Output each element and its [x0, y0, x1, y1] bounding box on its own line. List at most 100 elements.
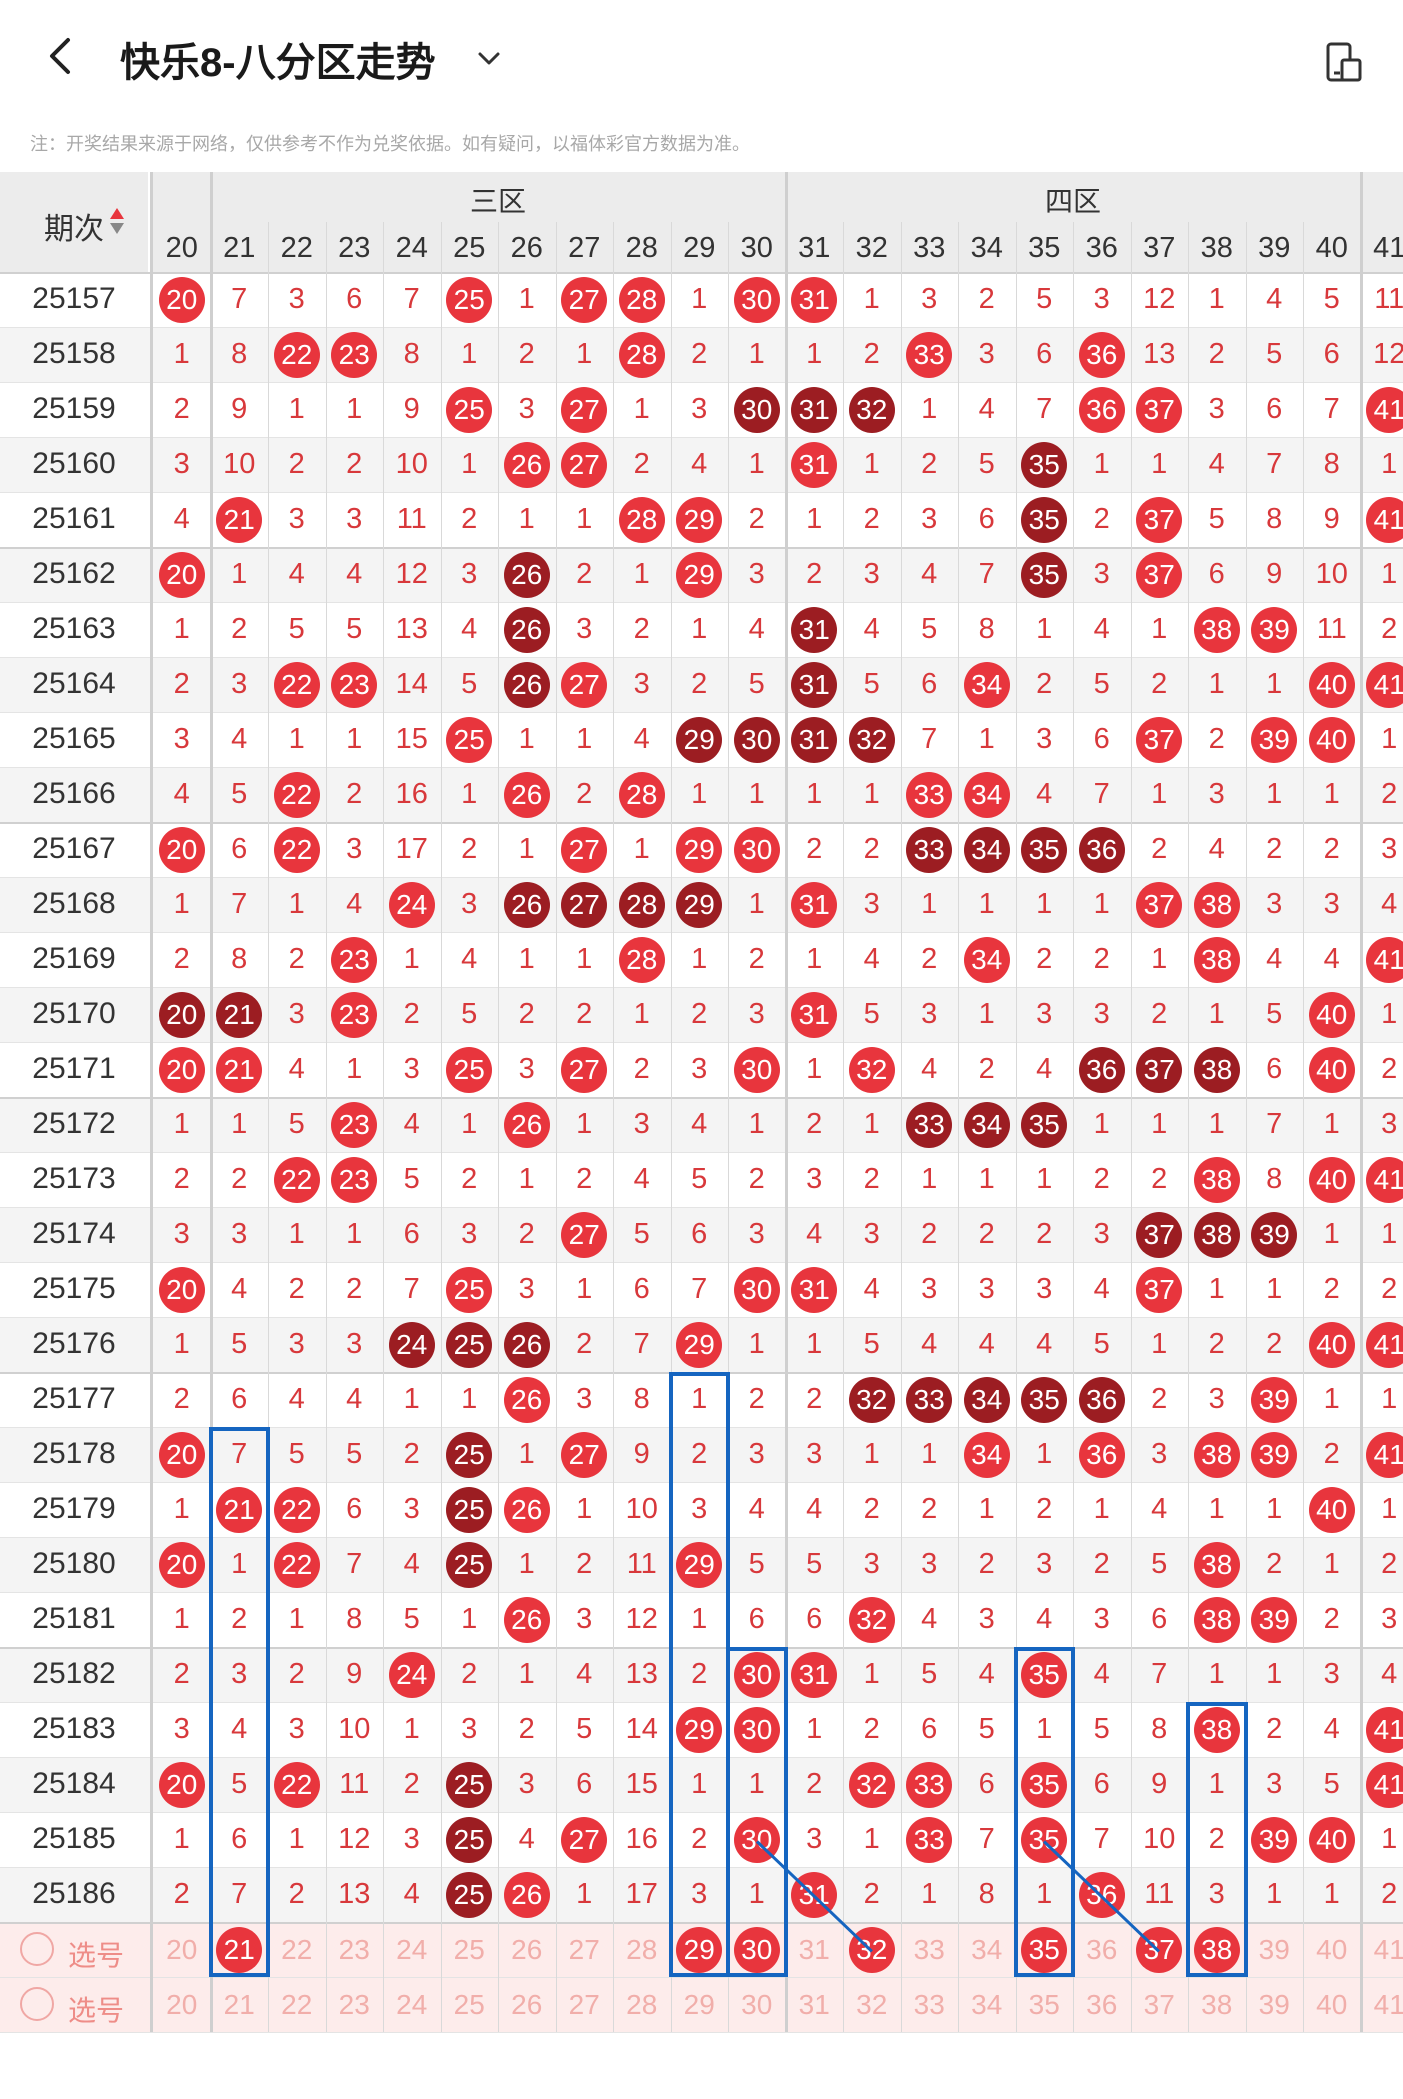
selectable-number[interactable]: 28: [626, 1989, 658, 2020]
drawn-number-ball: 34: [963, 1101, 1010, 1148]
selectable-number[interactable]: 38: [1201, 1989, 1233, 2020]
selectable-number[interactable]: 24: [396, 1934, 428, 1965]
selectable-number[interactable]: 26: [511, 1989, 543, 2020]
omission-count: 2: [461, 833, 478, 865]
drawn-number-ball: 29: [676, 1321, 723, 1368]
column-divider: [670, 222, 672, 2032]
selectable-number[interactable]: 20: [166, 1934, 198, 1965]
selectable-number[interactable]: 25: [453, 1989, 485, 2020]
omission-count: 1: [403, 1713, 420, 1745]
omission-count: 2: [288, 943, 305, 975]
selectable-number[interactable]: 34: [971, 1989, 1003, 2020]
selected-number-ball[interactable]: 21: [216, 1926, 263, 1973]
drawn-number-ball: 21: [216, 991, 263, 1038]
selectable-number[interactable]: 22: [281, 1934, 313, 1965]
row-divider: [0, 767, 1403, 768]
drawn-number-ball: 25: [446, 1816, 493, 1863]
selectable-number[interactable]: 25: [453, 1934, 485, 1965]
selectable-number[interactable]: 30: [741, 1989, 773, 2020]
omission-count: 1: [863, 1108, 880, 1140]
selectable-number[interactable]: 28: [626, 1934, 658, 1965]
omission-count: 7: [346, 1548, 363, 1580]
selectable-number[interactable]: 21: [223, 1989, 255, 2020]
row-divider: [0, 1097, 1403, 1099]
selectable-number[interactable]: 36: [1086, 1934, 1118, 1965]
page-title: 快乐8-八分区走势: [120, 41, 436, 85]
omission-count: 2: [863, 1713, 880, 1745]
row-divider: [0, 437, 1403, 438]
selectable-number[interactable]: 27: [568, 1934, 600, 1965]
selectable-number[interactable]: 41: [1373, 1934, 1403, 1965]
omission-count: 2: [288, 1658, 305, 1690]
phone-layout-icon[interactable]: [1322, 40, 1366, 84]
omission-count: 1: [1093, 1108, 1110, 1140]
issue-number: 25161: [32, 502, 116, 535]
omission-count: 3: [748, 1218, 765, 1250]
omission-count: 1: [288, 1823, 305, 1855]
selectable-number[interactable]: 41: [1373, 1989, 1403, 2020]
selectable-number[interactable]: 23: [338, 1934, 370, 1965]
selectable-number[interactable]: 26: [511, 1934, 543, 1965]
selected-number-ball[interactable]: 29: [676, 1926, 723, 1973]
back-arrow-icon[interactable]: [40, 34, 84, 78]
omission-count: 1: [691, 1383, 708, 1415]
omission-count: 2: [921, 448, 938, 480]
omission-count: 4: [173, 778, 190, 810]
row-divider: [0, 1922, 1403, 1924]
omission-count: 1: [633, 833, 650, 865]
omission-count: 3: [1381, 1108, 1398, 1140]
selectable-number[interactable]: 39: [1258, 1989, 1290, 2020]
selectable-number[interactable]: 29: [683, 1989, 715, 2020]
selectable-number[interactable]: 24: [396, 1989, 428, 2020]
drawn-number-ball: 25: [446, 1541, 493, 1588]
selectable-number[interactable]: 40: [1316, 1989, 1348, 2020]
omission-count: 1: [633, 998, 650, 1030]
selectable-number[interactable]: 20: [166, 1989, 198, 2020]
sort-icon[interactable]: [108, 206, 126, 236]
select-radio[interactable]: [20, 1987, 54, 2021]
omission-count: 1: [288, 888, 305, 920]
drawn-number-ball: 32: [848, 1761, 895, 1808]
selectable-number[interactable]: 27: [568, 1989, 600, 2020]
selected-number-ball[interactable]: 30: [733, 1926, 780, 1973]
omission-count: 1: [863, 778, 880, 810]
omission-count: 1: [748, 448, 765, 480]
omission-count: 3: [576, 1383, 593, 1415]
selectable-number[interactable]: 34: [971, 1934, 1003, 1965]
select-radio[interactable]: [20, 1932, 54, 1966]
selectable-number[interactable]: 32: [856, 1989, 888, 2020]
drawn-number-ball: 22: [273, 826, 320, 873]
omission-count: 3: [748, 1438, 765, 1470]
selectable-number[interactable]: 31: [798, 1989, 830, 2020]
chevron-down-icon[interactable]: [474, 44, 504, 74]
omission-count: 4: [748, 613, 765, 645]
omission-count: 8: [1266, 503, 1283, 535]
selectable-number[interactable]: 22: [281, 1989, 313, 2020]
omission-count: 7: [978, 1823, 995, 1855]
drawn-number-ball: 28: [618, 881, 665, 928]
selectable-number[interactable]: 35: [1028, 1989, 1060, 2020]
select-label: 选号: [68, 1940, 125, 1971]
selectable-number[interactable]: 37: [1143, 1989, 1175, 2020]
selected-number-ball[interactable]: 35: [1021, 1926, 1068, 1973]
drawn-number-ball: 36: [1078, 1376, 1125, 1423]
drawn-number-ball: 39: [1251, 606, 1298, 653]
issue-header[interactable]: 期次: [0, 172, 148, 272]
selectable-number[interactable]: 39: [1258, 1934, 1290, 1965]
selected-number-ball[interactable]: 38: [1193, 1926, 1240, 1973]
selectable-number[interactable]: 33: [913, 1934, 945, 1965]
omission-count: 2: [403, 1768, 420, 1800]
selectable-number[interactable]: 23: [338, 1989, 370, 2020]
omission-count: 4: [346, 888, 363, 920]
omission-count: 3: [461, 1713, 478, 1745]
omission-count: 1: [1323, 1108, 1340, 1140]
selectable-number[interactable]: 40: [1316, 1934, 1348, 1965]
omission-count: 8: [978, 1878, 995, 1910]
omission-count: 1: [173, 888, 190, 920]
selectable-number[interactable]: 31: [798, 1934, 830, 1965]
selectable-number[interactable]: 33: [913, 1989, 945, 2020]
selectable-number[interactable]: 36: [1086, 1989, 1118, 2020]
omission-count: 1: [1036, 1878, 1053, 1910]
omission-count: 3: [978, 338, 995, 370]
drawn-number-ball: 26: [503, 551, 550, 598]
